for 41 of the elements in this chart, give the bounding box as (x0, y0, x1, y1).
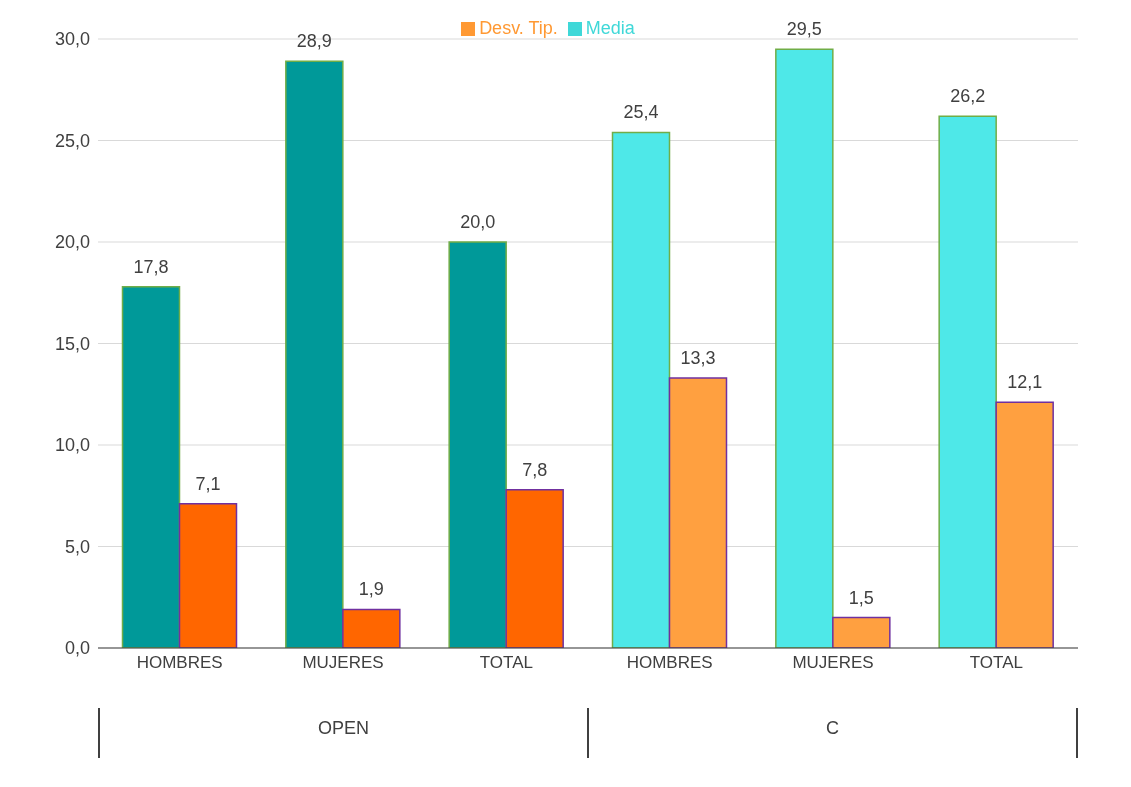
x-tick-label: MUJERES (792, 653, 874, 673)
y-tick-label: 0,0 (64, 638, 90, 659)
y-tick-label: 15,0 (54, 333, 90, 354)
x-tick-label: TOTAL (479, 653, 533, 673)
y-tick-label: 10,0 (54, 435, 90, 456)
data-label: 7,8 (522, 459, 548, 480)
bar (448, 241, 507, 648)
data-label: 17,8 (133, 256, 169, 277)
data-label: 13,3 (680, 348, 716, 369)
y-tick-label: 25,0 (54, 130, 90, 151)
y-tick-label: 30,0 (54, 29, 90, 50)
y-tick-label: 20,0 (54, 232, 90, 253)
bar (611, 131, 671, 648)
bar (995, 401, 1054, 648)
bar (285, 60, 344, 648)
bar (121, 285, 181, 648)
data-label: 25,4 (623, 102, 659, 123)
bar (938, 115, 997, 648)
data-label: 1,5 (848, 587, 874, 608)
text: OPEN (98, 708, 587, 758)
data-label: 12,1 (1007, 372, 1043, 393)
bar (342, 608, 401, 648)
data-label: 26,2 (950, 86, 986, 107)
bar (178, 503, 238, 648)
legend-label: Media (585, 18, 635, 38)
bar (775, 48, 834, 648)
data-label: 1,9 (358, 579, 384, 600)
legend-label: Desv. Tip. (479, 18, 558, 38)
data-label: 28,9 (296, 31, 332, 52)
data-label: 20,0 (460, 212, 496, 232)
x-tick-label: HOMBRES (626, 653, 713, 673)
x-tick-label: TOTAL (969, 653, 1023, 673)
data-label: 7,1 (195, 473, 221, 494)
bar (505, 488, 564, 648)
data-label: 29,5 (786, 19, 822, 40)
bar (668, 377, 728, 648)
bar (832, 616, 891, 648)
text: C (587, 708, 1078, 758)
x-tick-label: HOMBRES (136, 653, 223, 673)
y-tick-label: 5,0 (64, 536, 90, 557)
x-tick-label: MUJERES (302, 653, 384, 673)
